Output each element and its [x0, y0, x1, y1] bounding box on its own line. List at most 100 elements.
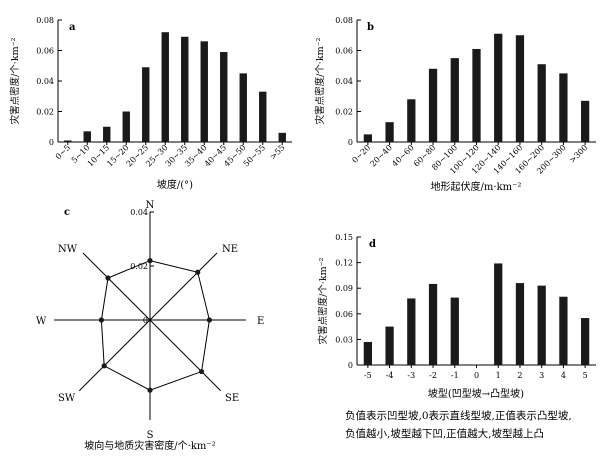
bar-20~40 — [385, 122, 394, 142]
y-tick-label: 0 — [348, 361, 353, 370]
y-tick-label: 0.15 — [335, 233, 353, 242]
y-tick-label: 0.02 — [36, 108, 54, 117]
bar-20~25 — [142, 67, 150, 142]
x-tick-label: 50~55 — [242, 143, 268, 169]
x-axis-title: 坡度/(°) — [157, 178, 193, 191]
direction-label-NE: NE — [222, 244, 238, 255]
direction-label-W: W — [36, 316, 47, 327]
point-N — [147, 258, 153, 264]
x-tick-label: 40~60 — [390, 143, 416, 169]
bar-0~20 — [363, 134, 372, 142]
bar-50~55 — [259, 91, 267, 142]
bar-80~100 — [450, 58, 459, 142]
panel-b-relief-chart: 00.020.040.060.080~2020~4040~6060~8080~1… — [314, 16, 596, 193]
x-tick-label: 1 — [496, 371, 501, 380]
y-tick-label: 0.06 — [36, 47, 54, 56]
x-tick-label: >55 — [268, 143, 286, 161]
bar-120~140 — [494, 33, 503, 142]
y-tick-label: 0.06 — [335, 310, 353, 319]
direction-label-S: S — [147, 430, 154, 441]
x-tick-label: 5 — [583, 371, 588, 380]
bar-4 — [559, 296, 568, 365]
point-NW — [105, 275, 111, 281]
x-tick-label: 3 — [539, 371, 544, 380]
y-axis-title: 灾害点密度/个·km⁻² — [314, 37, 326, 124]
spoke-NW — [82, 252, 151, 321]
direction-label-NW: NW — [58, 244, 78, 255]
spoke-SW — [78, 319, 151, 392]
spoke-SE — [149, 319, 222, 392]
point-SE — [198, 368, 205, 375]
direction-label-SE: SE — [225, 393, 239, 404]
bar-35~40 — [200, 41, 208, 142]
bar-5 — [581, 318, 590, 365]
bar->55 — [278, 132, 286, 142]
bar-200~300 — [559, 73, 568, 142]
y-tick-label: 0.03 — [335, 335, 353, 344]
y-tick-label: 0.04 — [36, 77, 54, 86]
x-axis-title: 地形起伏度/m·km⁻² — [431, 180, 522, 193]
r-tick-label: 0.04 — [130, 208, 148, 217]
panel-letter: d — [369, 239, 376, 250]
panel-d-slope-shape-chart: 0 0.03 0.06 0.09 0.12 0.15 -5 -4 -3 -2 -1 0 1 2 3 4 5 d 坡型… — [317, 233, 596, 400]
bar-30~35 — [181, 36, 189, 142]
point-NE — [195, 269, 201, 275]
bar-2 — [515, 283, 525, 365]
bar--4 — [385, 326, 394, 365]
x-tick-label: 20~40 — [369, 143, 395, 169]
y-axis-title: 灾害点密度/个·km⁻² — [9, 37, 21, 124]
panel-letter: b — [367, 22, 374, 33]
direction-label-SW: SW — [58, 393, 76, 404]
spoke-NE — [149, 252, 218, 321]
bar-45~50 — [239, 73, 247, 142]
y-tick-label: 0.09 — [335, 284, 353, 293]
x-tick-label: -2 — [429, 371, 437, 380]
direction-label-E: E — [257, 316, 264, 327]
x-tick-label: 0 — [474, 371, 479, 380]
bar-100~120 — [472, 48, 481, 142]
bar-1 — [494, 263, 503, 365]
y-tick-label: 0.12 — [335, 259, 353, 268]
bar-0~5 — [64, 140, 72, 142]
x-tick-label: 2 — [517, 371, 522, 380]
bar--5 — [363, 341, 372, 365]
bar-25~30 — [161, 32, 169, 143]
bar--2 — [428, 283, 438, 365]
y-tick-label: 0 — [348, 138, 353, 147]
note-line-2: 负值越小,坡型越下凹,正值越大,坡型越上凸 — [345, 427, 544, 440]
bar-15~20 — [122, 111, 130, 142]
point-W — [98, 317, 104, 323]
bar-140~160 — [515, 35, 525, 142]
direction-label-N: N — [146, 200, 155, 211]
bar-40~60 — [407, 99, 416, 142]
bar-60~80 — [428, 68, 438, 142]
x-tick-label: -4 — [386, 371, 394, 380]
r-tick-label: 0 — [143, 316, 148, 325]
y-tick-label: 0.04 — [335, 77, 353, 86]
point-E — [206, 317, 212, 323]
x-tick-label: -3 — [407, 371, 415, 380]
note-line-1: 负值表示凹型坡,0表示直线型坡,正值表示凸型坡, — [345, 409, 572, 422]
bar-160~200 — [537, 64, 546, 142]
panel-letter: a — [69, 22, 76, 33]
bar--3 — [407, 298, 416, 365]
point-SW — [101, 363, 107, 369]
x-axis-title: 坡型(凹型坡→凸型坡) — [428, 387, 524, 400]
x-tick-label: -1 — [451, 371, 459, 380]
panel-a-slope-chart: 00.020.040.060.080~55~1010~1515~2020~252… — [9, 16, 292, 191]
panel-letter: c — [64, 207, 70, 218]
bar-5~10 — [83, 131, 91, 142]
y-axis-title: 灾害点密度/个·km⁻² — [317, 257, 329, 344]
x-tick-label: >300 — [568, 143, 590, 165]
x-tick-label: -5 — [364, 371, 372, 380]
bar--1 — [450, 297, 459, 365]
x-tick-label: 4 — [561, 371, 566, 380]
panel-c-aspect-radar: 0 0.02 0.04N NE E SE S SW W NW c 坡向与地质灾害密度/个·km⁻² — [36, 200, 264, 452]
y-tick-label: 0 — [49, 138, 54, 147]
y-tick-label: 0.06 — [335, 47, 353, 56]
y-tick-label: 0.02 — [335, 108, 353, 117]
y-tick-label: 0.08 — [335, 16, 353, 25]
bar-3 — [537, 285, 546, 365]
bar-40~45 — [220, 52, 228, 142]
